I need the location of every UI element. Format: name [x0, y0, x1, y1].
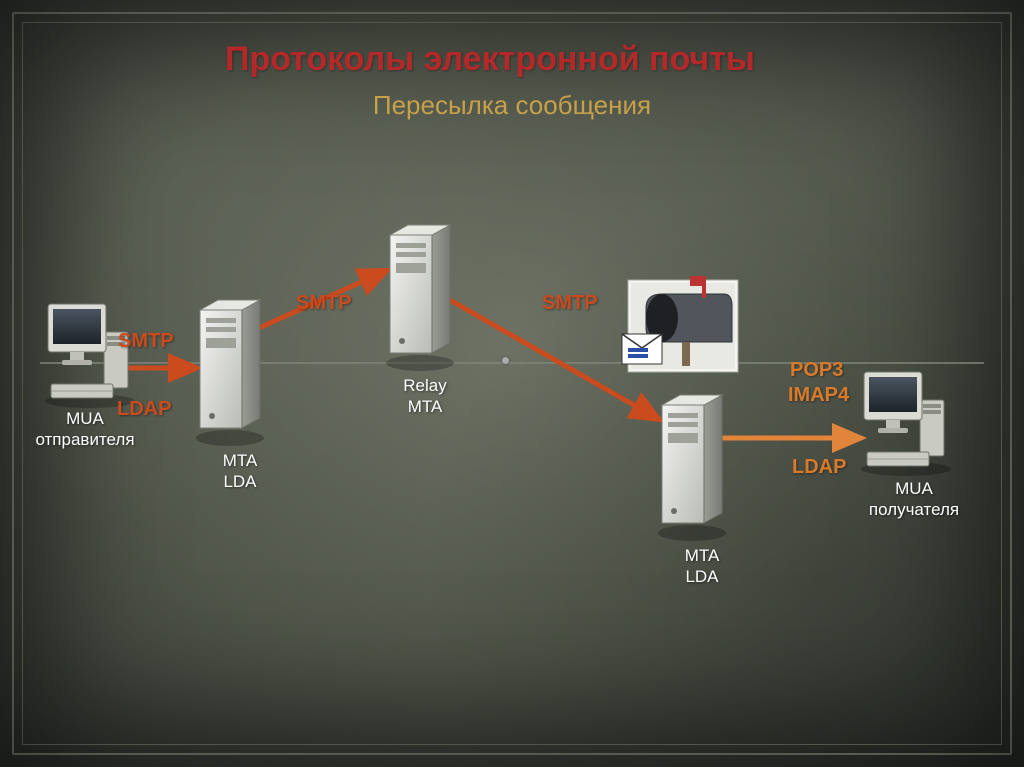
proto-ldap-2: LDAP — [792, 456, 846, 479]
label-server3: MTALDA — [672, 545, 732, 588]
proto-smtp-1: SMTP — [118, 330, 174, 353]
label-server1: MTALDA — [210, 450, 270, 493]
proto-pop3: POP3 — [790, 359, 843, 382]
proto-ldap-1: LDAP — [117, 398, 171, 421]
slide-subtitle: Пересылка сообщения — [0, 90, 1024, 121]
center-dot-icon — [502, 357, 509, 364]
label-relay: RelayMTA — [395, 375, 455, 418]
slide-title: Протоколы электронной почты — [225, 40, 755, 79]
proto-smtp-2: SMTP — [296, 292, 352, 315]
proto-imap4: IMAP4 — [788, 384, 849, 407]
inner-frame — [22, 22, 1002, 745]
label-mua-receiver: MUAполучателя — [854, 478, 974, 521]
proto-smtp-3: SMTP — [542, 292, 598, 315]
